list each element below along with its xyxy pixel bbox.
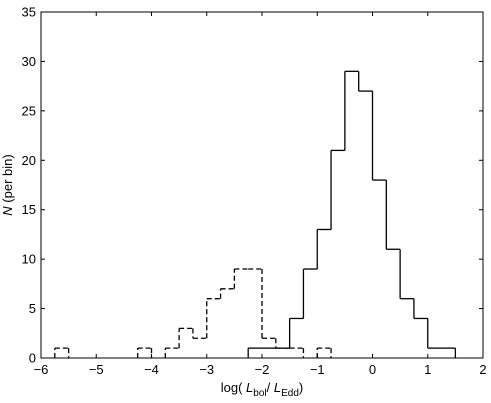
x-axis-label: log( Lbol/ LEdd) [221, 380, 304, 399]
x-label-var2: L [274, 380, 281, 395]
y-tick-label: 0 [29, 351, 36, 366]
series-layer [54, 70, 457, 358]
x-tick-label: 0 [369, 362, 376, 377]
x-label-sub2: Edd [281, 388, 299, 399]
y-tick-label: 30 [22, 54, 36, 69]
y-tick-label: 15 [22, 202, 36, 217]
x-tick-label: −2 [255, 362, 270, 377]
x-tick-label: −3 [199, 362, 214, 377]
x-label-sep: / [267, 380, 274, 395]
y-label-text: (per bin) [0, 154, 15, 206]
y-tick-label: 5 [29, 301, 36, 316]
y-tick-label: 10 [22, 252, 36, 267]
x-tick-label: −6 [34, 362, 49, 377]
x-label-var1: L [246, 380, 253, 395]
x-label-prefix: log( [221, 380, 246, 395]
y-tick-label: 25 [22, 103, 36, 118]
x-tick-label: −4 [144, 362, 159, 377]
y-tick-label: 20 [22, 153, 36, 168]
x-tick-label: 1 [424, 362, 431, 377]
x-label-sub1: bol [253, 388, 266, 399]
y-axis-label: N (per bin) [0, 154, 15, 215]
y-tick-label: 35 [22, 5, 36, 20]
tick-layer [40, 11, 484, 359]
x-tick-label: 2 [479, 362, 486, 377]
x-tick-label: −1 [310, 362, 325, 377]
x-label-suffix: ) [299, 380, 303, 395]
histogram-series-solid [247, 70, 457, 358]
y-label-var: N [0, 206, 15, 216]
x-tick-label: −5 [89, 362, 104, 377]
